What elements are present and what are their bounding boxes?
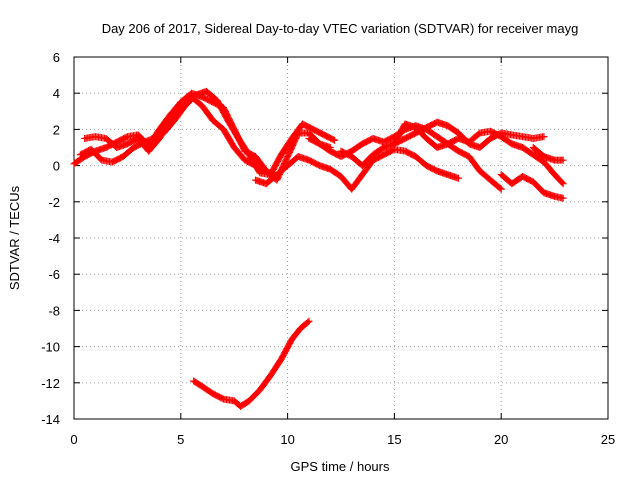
series-track-9: [529, 144, 567, 164]
data-point: [558, 179, 566, 187]
data-point: [304, 318, 312, 326]
data-point: [497, 185, 505, 193]
y-axis-label: SDTVAR / TECUs: [7, 185, 22, 290]
data-point: [454, 174, 462, 182]
data-point: [331, 136, 339, 144]
y-tick-label: -2: [48, 195, 60, 210]
y-tick-label: -8: [48, 303, 60, 318]
x-tick-label: 0: [70, 432, 77, 447]
data-point: [305, 317, 313, 325]
y-tick-label: -12: [41, 376, 60, 391]
series-track-3: [76, 87, 339, 179]
x-tick-label: 5: [177, 432, 184, 447]
chart-title: Day 206 of 2017, Sidereal Day-to-day VTE…: [102, 21, 579, 36]
y-tick-label: 6: [53, 50, 60, 65]
x-tick-label: 10: [280, 432, 294, 447]
data-marks: [70, 87, 567, 410]
data-point: [540, 133, 548, 141]
y-tick-label: 4: [53, 86, 60, 101]
x-tick-label: 15: [387, 432, 401, 447]
series-track-7: [390, 120, 567, 188]
y-tick-label: -10: [41, 340, 60, 355]
y-tick-label: -6: [48, 267, 60, 282]
grid-lines: [74, 57, 608, 419]
x-tick-label: 25: [601, 432, 615, 447]
x-axis-label: GPS time / hours: [291, 459, 390, 474]
series-track-8: [497, 171, 567, 202]
y-tick-label: 2: [53, 122, 60, 137]
data-point: [559, 194, 567, 202]
series-track-10: [190, 317, 313, 410]
series-track-4: [252, 145, 462, 193]
y-tick-label: -4: [48, 231, 60, 246]
data-point: [559, 180, 567, 188]
data-point: [329, 136, 337, 144]
data-point: [559, 156, 567, 164]
data-point: [496, 184, 504, 192]
y-tick-label: 0: [53, 159, 60, 174]
x-tick-label: 20: [494, 432, 508, 447]
y-tick-label: -14: [41, 412, 60, 427]
